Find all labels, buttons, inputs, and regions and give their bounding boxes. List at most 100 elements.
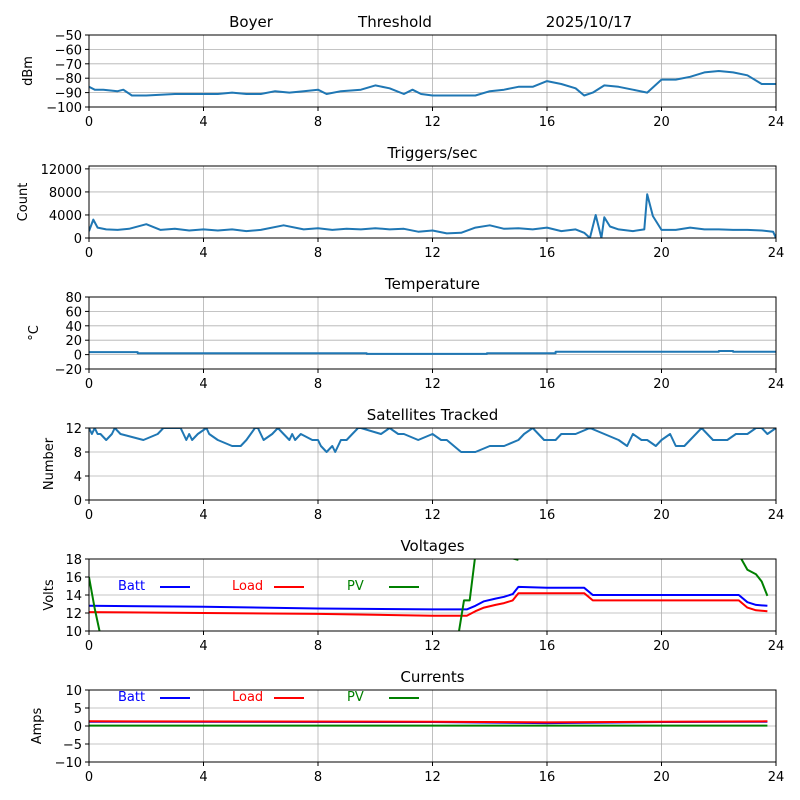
y-tick-label: 10 xyxy=(65,684,82,699)
x-tick-label: 8 xyxy=(314,246,322,261)
series-line-sats xyxy=(89,428,776,453)
y-tick-label: −20 xyxy=(55,363,82,378)
y-tick-label: 0 xyxy=(74,720,82,735)
series-group xyxy=(89,70,776,97)
series-line-batt xyxy=(89,585,768,611)
x-tick-label: 20 xyxy=(653,639,670,654)
x-tick-label: 4 xyxy=(199,246,207,261)
x-tick-label: 4 xyxy=(199,508,207,523)
legend-label-pv: PV xyxy=(347,690,364,705)
x-tick-label: 12 xyxy=(424,377,441,392)
y-tick-label: −10 xyxy=(55,756,82,771)
panel-voltages: 0 4 8 12 16 20 24 10 12 14 16 18 Voltages Volts Batt Lo… xyxy=(42,537,784,654)
legend: Batt Load PV xyxy=(118,579,419,594)
panel-title: Voltages xyxy=(400,537,464,555)
y-tick-label: 14 xyxy=(65,589,82,604)
panel-signal: 0 4 8 12 16 20 24 −100−90−80−70−60−50 dBm xyxy=(21,29,784,130)
x-tick-label: 16 xyxy=(539,246,556,261)
y-tick-label: 0 xyxy=(74,494,82,509)
y-tick-label: 5 xyxy=(74,702,82,717)
y-tick-label: −50 xyxy=(55,29,82,44)
x-tick-label: 0 xyxy=(85,115,93,130)
header-mode: Threshold xyxy=(357,13,432,31)
x-tick-label: 4 xyxy=(199,770,207,785)
y-tick-label: 8 xyxy=(74,446,82,461)
legend: Batt Load PV xyxy=(118,690,419,705)
x-tick-label: 12 xyxy=(424,770,441,785)
x-tick-label: 8 xyxy=(314,508,322,523)
series-group xyxy=(89,720,768,727)
y-axis-label: dBm xyxy=(21,56,36,86)
legend-label-load: Load xyxy=(232,579,263,594)
panel-currents: 0 4 8 12 16 20 24 −10 −5 0 5 10 Currents Amps Batt Load… xyxy=(30,668,784,785)
y-tick-label: −90 xyxy=(55,87,82,102)
x-tick-label: 4 xyxy=(199,639,207,654)
x-tick-label: 16 xyxy=(539,639,556,654)
y-axis-label: °C xyxy=(27,325,42,341)
x-tick-label: 20 xyxy=(653,377,670,392)
y-tick-label: −60 xyxy=(55,43,82,58)
x-tick-label: 20 xyxy=(653,770,670,785)
legend-label-batt: Batt xyxy=(118,579,145,594)
x-tick-label: 0 xyxy=(85,377,93,392)
panel-title: Temperature xyxy=(384,275,480,293)
x-tick-label: 24 xyxy=(768,115,785,130)
x-tick-label: 0 xyxy=(85,246,93,261)
y-axis-label: Count xyxy=(16,183,31,222)
y-tick-label: 40 xyxy=(65,320,82,335)
series-group xyxy=(89,428,776,453)
x-tick-label: 20 xyxy=(653,246,670,261)
y-tick-label: −80 xyxy=(55,72,82,87)
x-tick-label: 0 xyxy=(85,770,93,785)
y-tick-label: 20 xyxy=(65,334,82,349)
legend-label-load: Load xyxy=(232,690,263,705)
x-tick-label: 4 xyxy=(199,115,207,130)
y-tick-label: 18 xyxy=(65,553,82,568)
x-tick-label: 24 xyxy=(768,508,785,523)
series-group xyxy=(89,350,776,355)
header-station: Boyer xyxy=(229,13,274,31)
y-tick-label: 4 xyxy=(74,470,82,485)
series-group xyxy=(89,559,769,631)
y-tick-label: −100 xyxy=(46,101,82,116)
x-tick-label: 8 xyxy=(314,770,322,785)
y-tick-label: 8000 xyxy=(49,186,82,201)
series-line-load xyxy=(89,720,768,724)
panel-title: Satellites Tracked xyxy=(367,406,498,424)
x-tick-label: 12 xyxy=(424,246,441,261)
panel-title: Currents xyxy=(400,668,464,686)
series-line-dbm xyxy=(89,70,776,97)
gridlines xyxy=(88,296,777,370)
series-line-count xyxy=(89,193,776,238)
y-axis-label: Volts xyxy=(42,579,57,611)
x-tick-label: 12 xyxy=(424,508,441,523)
y-tick-label: 4000 xyxy=(49,209,82,224)
x-tick-label: 12 xyxy=(424,115,441,130)
y-axis-label: Amps xyxy=(30,707,45,744)
x-tick-label: 24 xyxy=(768,246,785,261)
y-tick-label: 0 xyxy=(74,349,82,364)
series-line-pv xyxy=(89,559,769,631)
x-tick-label: 24 xyxy=(768,639,785,654)
x-tick-label: 8 xyxy=(314,639,322,654)
figure-header: Boyer Threshold 2025/10/17 xyxy=(229,13,632,31)
x-tick-label: 16 xyxy=(539,508,556,523)
panel-title: Triggers/sec xyxy=(387,144,478,162)
y-tick-label: 12 xyxy=(65,422,82,437)
x-tick-label: 8 xyxy=(314,115,322,130)
x-tick-label: 12 xyxy=(424,639,441,654)
panel-triggers: 0 4 8 12 16 20 24 0 4000 8000 12000 Triggers/sec Cou… xyxy=(16,144,784,261)
x-tick-label: 0 xyxy=(85,639,93,654)
y-tick-label: 60 xyxy=(65,305,82,320)
y-tick-label: 16 xyxy=(65,571,82,586)
y-tick-label: −70 xyxy=(55,58,82,73)
legend-label-batt: Batt xyxy=(118,690,145,705)
y-axis-label: Number xyxy=(42,437,57,490)
legend-label-pv: PV xyxy=(347,579,364,594)
series-line-temp xyxy=(89,350,776,355)
y-tick-label: −5 xyxy=(63,738,82,753)
x-tick-label: 20 xyxy=(653,508,670,523)
y-tick-label: 80 xyxy=(65,291,82,306)
